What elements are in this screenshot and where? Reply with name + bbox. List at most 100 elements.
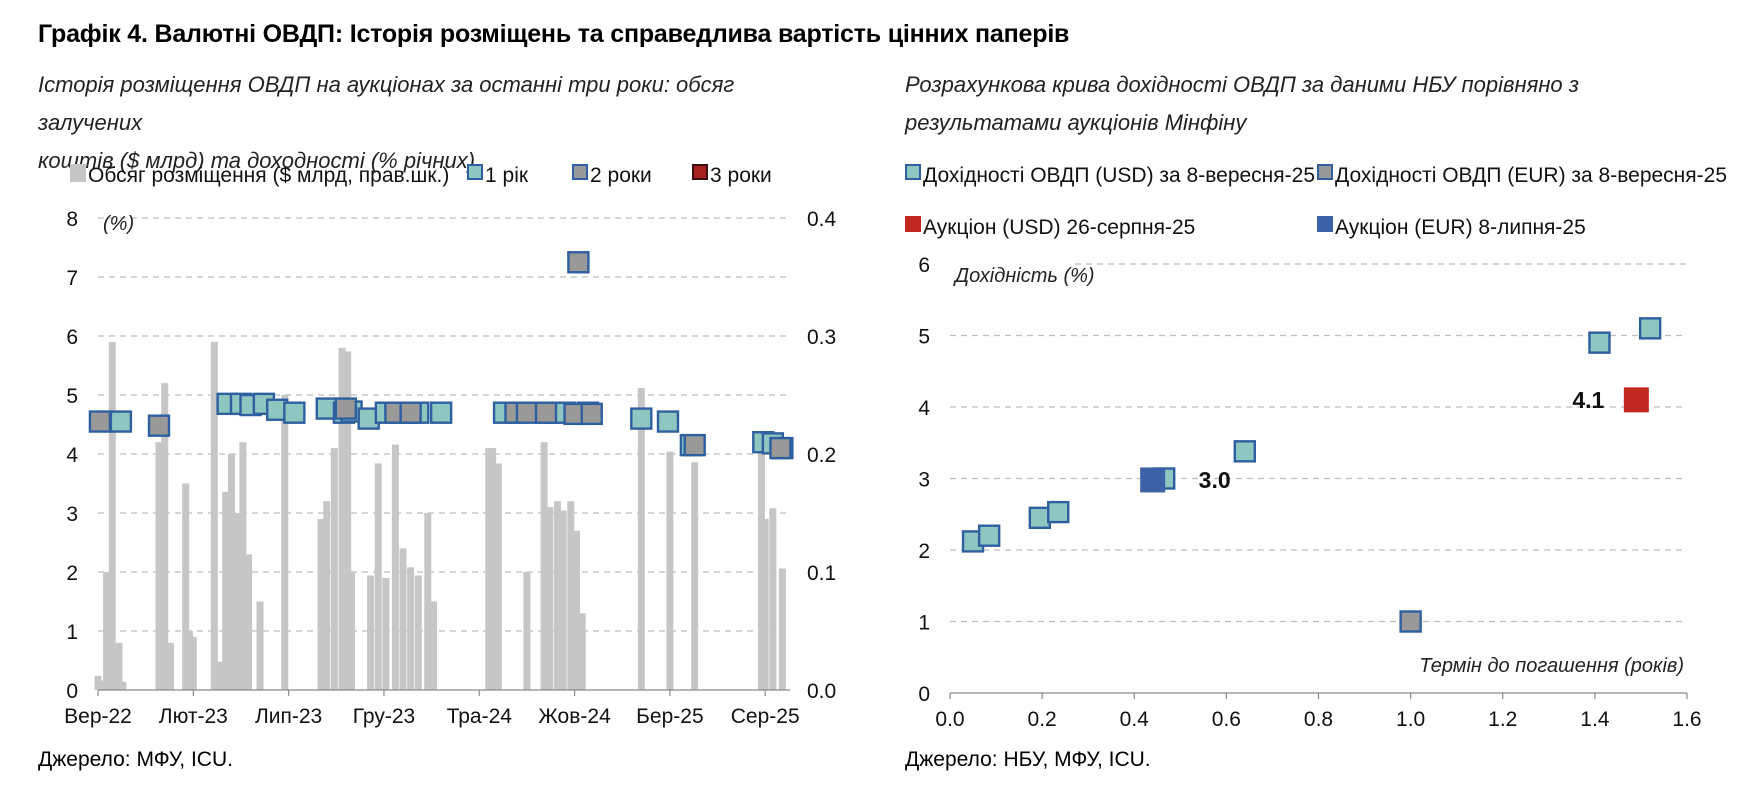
left-legend-label: Обсяг розміщення ($ млрд, прав.шк.)	[88, 164, 449, 187]
left-y-tick-label: 7	[66, 267, 78, 290]
right-yield-point-1	[977, 524, 1001, 547]
volume-bar	[256, 601, 264, 690]
right-legend-label: Дохідності ОВДП (USD) за 8-вересня-25	[923, 164, 1315, 187]
volume-bar	[769, 508, 777, 690]
left-y-unit-label: (%)	[103, 213, 134, 235]
right-yield-point-1	[1588, 331, 1611, 354]
volume-bar	[344, 351, 352, 690]
left-yield-point-2	[567, 251, 590, 274]
left-x-tick-label: Гру-23	[353, 705, 416, 728]
volume-bar	[778, 568, 786, 690]
left-chart-subtitle: Історія розміщення ОВДП на аукціонах за …	[38, 66, 838, 180]
left-y-tick-label: 4	[66, 444, 78, 467]
left-x-tick-label: Вер-22	[64, 705, 132, 728]
left-x-tick-label: Лют-23	[159, 705, 228, 728]
volume-bar	[578, 613, 586, 690]
right-legend-label: Аукціон (USD) 26-серпня-25	[923, 216, 1195, 239]
volume-bar	[233, 513, 241, 690]
right-x-tick-label: 1.2	[1488, 708, 1517, 731]
volume-bar	[111, 666, 119, 690]
volume-bar	[757, 442, 765, 690]
left-yield-point-2	[334, 397, 358, 420]
volume-bar	[407, 567, 415, 690]
volume-bar	[348, 572, 356, 690]
left-yield-point-1	[429, 401, 453, 424]
left-legend-label: 3 роки	[710, 164, 772, 187]
volume-bar	[637, 387, 645, 690]
volume-bar	[330, 448, 338, 690]
left-yield-point-1	[656, 410, 680, 433]
left-legend-swatch	[692, 164, 708, 180]
right-data-label: 3.0	[1199, 467, 1231, 493]
right-data-label: 4.1	[1572, 387, 1604, 413]
volume-bar	[338, 347, 346, 690]
right-yield-point-4	[1140, 467, 1166, 493]
left-yield-point-2	[515, 401, 539, 424]
left-yield-point-2	[683, 433, 706, 457]
left-subtitle-line-1: Історія розміщення ОВДП на аукціонах за …	[38, 72, 735, 135]
volume-bar	[540, 442, 548, 690]
right-y-tick-label: 2	[918, 540, 930, 563]
right-y-tick-label: 6	[918, 254, 930, 277]
volume-bar	[494, 463, 502, 690]
right-legend-swatch	[905, 216, 921, 232]
left-y-tick-label: 3	[66, 503, 78, 526]
volume-bar	[367, 575, 375, 690]
left-y2-tick-label: 0.3	[807, 326, 836, 349]
right-y-tick-label: 4	[918, 397, 930, 420]
right-x-tick-label: 1.6	[1672, 708, 1701, 731]
volume-bar	[108, 341, 116, 690]
left-y-tick-label: 8	[66, 208, 78, 231]
left-legend-label: 1 рік	[485, 164, 529, 187]
left-x-tick-label: Сер-25	[731, 705, 800, 728]
left-y2-tick-label: 0.1	[807, 562, 836, 585]
left-y2-tick-label: 0.4	[807, 208, 837, 231]
left-chart-source: Джерело: МФУ, ICU.	[38, 748, 233, 771]
volume-bar	[98, 680, 106, 690]
volume-bar	[567, 501, 575, 690]
left-x-tick-label: Жов-24	[538, 705, 611, 728]
right-x-tick-label: 0.4	[1120, 708, 1150, 731]
volume-bar	[119, 681, 127, 690]
right-legend-swatch	[1317, 216, 1333, 232]
volume-bar	[227, 454, 235, 690]
right-chart-source: Джерело: НБУ, МФУ, ICU.	[905, 748, 1151, 771]
right-chart-subtitle: Розрахункова крива дохідності ОВДП за да…	[905, 66, 1705, 142]
volume-bar	[182, 483, 190, 690]
volume-bar	[103, 572, 111, 690]
right-yield-point-1	[1233, 440, 1257, 463]
left-yield-point-1	[109, 410, 133, 433]
volume-bar	[761, 518, 769, 690]
right-subtitle-line-2: результатами аукціонів Мінфіну	[905, 110, 1247, 135]
volume-bar	[281, 395, 289, 690]
volume-bar	[317, 518, 325, 690]
right-yield-point-1	[1028, 506, 1052, 530]
left-y-tick-label: 0	[66, 680, 78, 703]
volume-bar	[691, 462, 699, 690]
volume-bar	[155, 442, 163, 690]
left-legend-swatch	[70, 164, 86, 182]
volume-bar	[374, 463, 382, 690]
volume-bar	[485, 448, 493, 690]
right-x-tick-label: 0.2	[1028, 708, 1057, 731]
volume-bar	[189, 636, 197, 690]
left-yield-point-1	[630, 407, 653, 430]
left-chart: Вер-22 Лют-23 Лип-23 Гру-23 Тра-24 Жов-24 Бер-…	[64, 164, 837, 728]
volume-bar	[523, 572, 531, 690]
volume-bar	[666, 451, 674, 690]
volume-bar	[430, 601, 438, 690]
left-subtitle-line-2: коштів ($ млрд) та доходності (% річних)	[38, 148, 476, 173]
left-y2-tick-label: 0.2	[807, 444, 836, 467]
volume-bar	[572, 530, 580, 690]
left-legend-swatch	[572, 164, 588, 180]
left-x-tick-label: Лип-23	[255, 705, 322, 728]
volume-bar	[245, 554, 253, 690]
volume-bar	[210, 341, 218, 690]
left-yield-point-2	[399, 401, 422, 424]
volume-bar	[546, 507, 554, 690]
right-legend-label: Дохідності ОВДП (EUR) за 8-вересня-25	[1335, 164, 1727, 187]
left-yield-point-2	[534, 401, 558, 424]
left-yield-point-2	[580, 402, 603, 426]
left-yield-point-2	[147, 414, 171, 437]
volume-bar	[414, 575, 422, 690]
